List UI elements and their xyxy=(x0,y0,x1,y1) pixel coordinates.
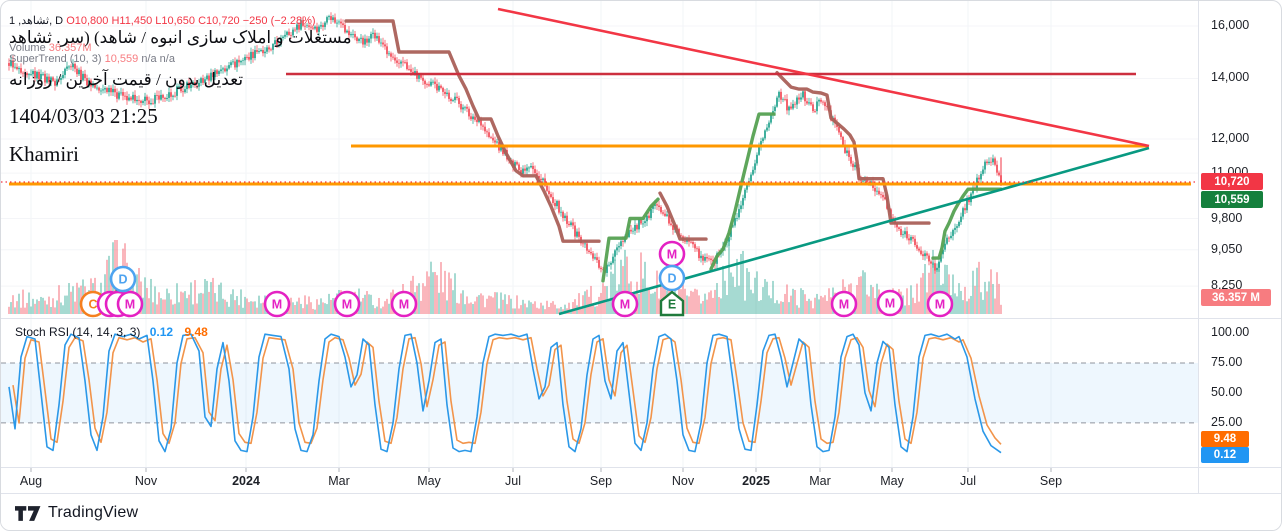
svg-text:M: M xyxy=(667,248,677,262)
event-marker-M[interactable]: M xyxy=(926,290,954,318)
supertrend-up xyxy=(601,197,660,283)
price-axis-label: 9,800 xyxy=(1211,210,1243,225)
tradingview-logo-icon[interactable] xyxy=(15,505,41,522)
stoch-axis-label: 25.00 xyxy=(1211,414,1243,429)
svg-text:M: M xyxy=(839,298,849,312)
svg-text:M: M xyxy=(935,298,945,312)
pane-separators xyxy=(1,1,1281,494)
time-axis-label: May xyxy=(880,474,904,488)
stoch-k-value: 0.12 xyxy=(149,325,174,339)
stoch-k-badge: 0.12 xyxy=(1201,447,1249,463)
stoch-axis-label: 50.00 xyxy=(1211,384,1243,399)
supertrend-line[interactable] xyxy=(344,19,1003,283)
time-axis-label: May xyxy=(417,474,441,488)
stoch-d-line xyxy=(12,336,1002,445)
ascending-teal xyxy=(558,146,1150,316)
svg-text:D: D xyxy=(667,272,676,286)
price-axis-label: 16,000 xyxy=(1211,18,1250,32)
supertrend-up xyxy=(931,187,1003,260)
event-marker-D[interactable]: D xyxy=(109,265,137,293)
event-markers[interactable]: CEMDMMMMMDEMMM xyxy=(79,240,954,318)
time-axis-label: 2025 xyxy=(742,474,770,488)
time-axis-label: Sep xyxy=(1039,474,1063,488)
time-axis-label: Sep xyxy=(589,474,613,488)
stoch-d-value: 9.48 xyxy=(184,325,208,339)
svg-text:E: E xyxy=(668,298,676,312)
svg-text:D: D xyxy=(118,273,127,287)
stoch-axis-label: 75.00 xyxy=(1211,354,1243,369)
descending-red xyxy=(497,7,1150,148)
time-axis-label: Jul xyxy=(505,474,521,488)
footer-bar: TradingView xyxy=(1,494,1281,530)
time-axis-label: 2024 xyxy=(232,474,260,488)
svg-text:M: M xyxy=(272,298,282,312)
stoch-k-line xyxy=(8,333,1002,454)
time-axis-label: Aug xyxy=(19,474,43,488)
price-axis-label: 8,250 xyxy=(1211,278,1243,293)
event-marker-D[interactable]: D xyxy=(658,264,686,292)
time-axis-label: Jul xyxy=(960,474,976,488)
supertrend-down xyxy=(775,70,931,225)
price-axis-label: 9,050 xyxy=(1211,241,1243,256)
tradingview-brand-text[interactable]: TradingView xyxy=(48,504,139,521)
time-axis-label: Mar xyxy=(328,474,350,488)
time-axis-label: Nov xyxy=(134,474,158,488)
volume-badge: 36.357 M xyxy=(1201,289,1271,306)
event-marker-E[interactable]: E xyxy=(659,290,685,317)
event-marker-M[interactable]: M xyxy=(876,289,904,317)
svg-text:M: M xyxy=(620,298,630,312)
price-axis-label: 14,000 xyxy=(1211,70,1250,85)
stoch-rsi-title: Stoch RSI (14, 14, 3, 3) xyxy=(15,325,141,339)
drawing-lines[interactable] xyxy=(1,7,1198,316)
svg-text:M: M xyxy=(342,298,352,312)
time-axis-label: Mar xyxy=(809,474,831,488)
event-marker-M[interactable]: M xyxy=(611,290,639,318)
svg-text:M: M xyxy=(885,297,895,311)
price-scale[interactable]: 16,00014,00012,00011,0009,8009,0508,2501… xyxy=(1199,1,1281,493)
svg-text:M: M xyxy=(125,298,135,312)
svg-text:M: M xyxy=(399,298,409,312)
event-marker-M[interactable]: M xyxy=(116,290,144,318)
volume-bars xyxy=(8,240,1002,314)
event-marker-M[interactable]: M xyxy=(390,290,418,318)
last-price-badge: 10,720 xyxy=(1201,173,1263,190)
price-axis-label: 12,000 xyxy=(1211,130,1250,145)
stoch-d-badge: 9.48 xyxy=(1201,431,1249,447)
supertrend-down xyxy=(658,191,708,241)
event-marker-M[interactable]: M xyxy=(333,290,361,318)
candles-layer[interactable] xyxy=(8,12,1002,277)
gridlines xyxy=(1,1,1198,467)
stoch-rsi-legend[interactable]: Stoch RSI (14, 14, 3, 3) 0.12 9.48 xyxy=(15,325,208,339)
event-marker-M[interactable]: M xyxy=(263,290,291,318)
stoch-axis-label: 100.00 xyxy=(1211,325,1250,339)
supertrend-down xyxy=(344,19,601,243)
supertrend-price-badge: 10,559 xyxy=(1201,191,1263,208)
time-scale[interactable]: Aug Nov 2024 Mar May Jul Sep Nov 2025 Mar May Jul Se… xyxy=(1,468,1198,493)
event-marker-M[interactable]: M xyxy=(658,240,686,268)
svg-text:C: C xyxy=(88,298,97,312)
supertrend-up xyxy=(709,112,776,271)
stoch-rsi-lines xyxy=(8,333,1002,454)
time-axis-label: Nov xyxy=(671,474,695,488)
event-marker-M[interactable]: M xyxy=(830,290,858,318)
